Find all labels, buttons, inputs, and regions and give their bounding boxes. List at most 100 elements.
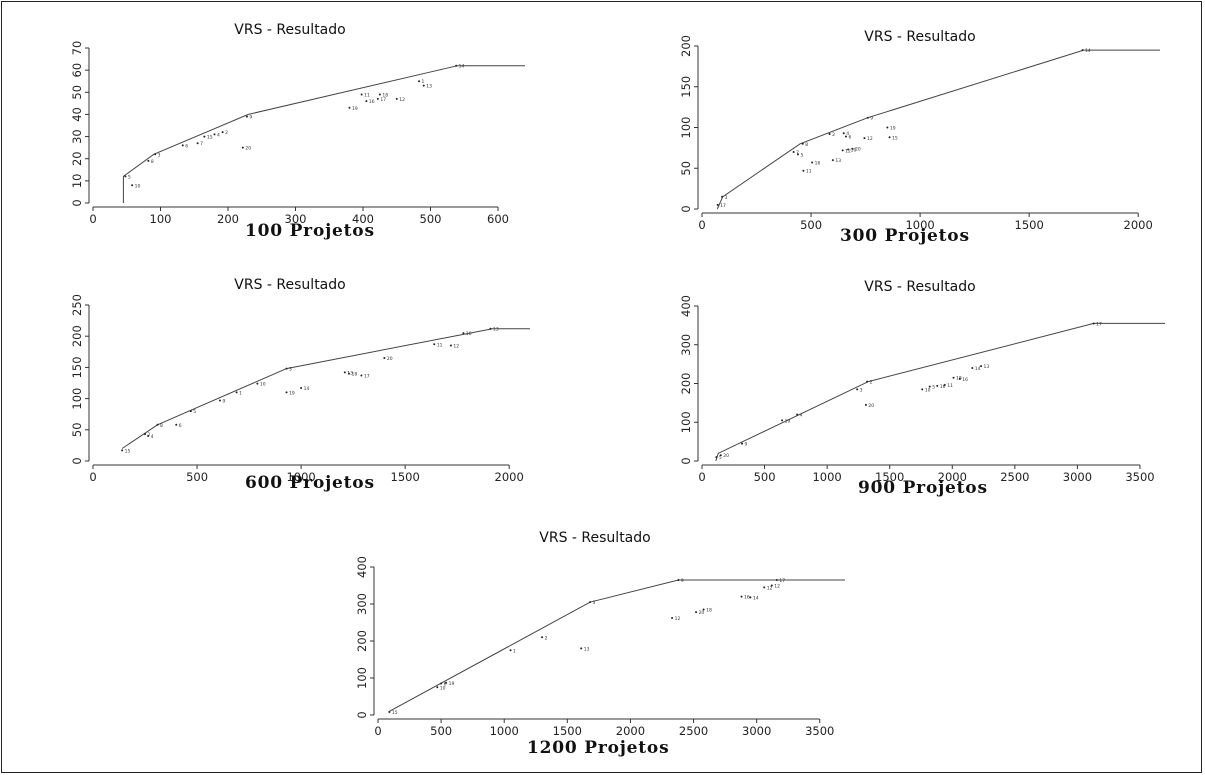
x-tick-label: 500	[430, 724, 452, 738]
data-point-label: 2	[832, 132, 835, 138]
data-point	[792, 150, 795, 153]
x-tick-label: 2000	[938, 470, 967, 484]
data-point-label: 3	[289, 367, 292, 373]
data-point	[921, 388, 924, 391]
y-tick-label: 70	[70, 41, 84, 56]
x-tick-label: 3500	[805, 724, 834, 738]
data-point-label: 12	[774, 584, 780, 590]
data-point-label: 13	[584, 646, 590, 652]
x-tick-label: 500	[800, 218, 822, 232]
caption-100-projetos: 100 Projetos	[245, 221, 375, 241]
data-point-label: 11	[437, 342, 443, 348]
data-point	[866, 380, 869, 383]
data-point	[802, 169, 805, 172]
data-point-label: 17	[1096, 321, 1102, 327]
data-point-label: 20	[699, 610, 705, 616]
data-point-label: 4	[217, 132, 220, 138]
data-point-label: 14	[753, 595, 759, 601]
data-point	[851, 147, 854, 150]
data-point	[928, 385, 931, 388]
y-tick-label: 400	[679, 295, 693, 317]
y-tick-label: 250	[70, 294, 84, 316]
data-point	[888, 136, 891, 139]
data-point	[716, 203, 719, 206]
data-point	[196, 142, 199, 145]
data-point-label: 8	[151, 159, 154, 165]
data-point	[847, 148, 850, 151]
data-point	[147, 159, 150, 162]
data-point	[124, 175, 127, 178]
data-point-label: 5	[193, 409, 196, 415]
data-point-label: 10	[440, 685, 446, 691]
data-point-label: 13	[835, 158, 841, 164]
y-tick-label: 20	[70, 151, 84, 166]
data-point-label: 9	[681, 578, 684, 584]
efficiency-frontier-line	[121, 328, 530, 449]
data-point	[449, 344, 452, 347]
data-point-label: 6	[848, 134, 851, 140]
data-point	[462, 332, 465, 335]
y-tick-label: 300	[679, 334, 693, 356]
data-point	[801, 142, 804, 145]
data-point-label: 19	[890, 126, 896, 132]
data-point	[203, 135, 206, 138]
data-point-label: 12	[767, 585, 773, 591]
data-point	[436, 686, 439, 689]
data-point-label: 8	[805, 142, 808, 148]
efficiency-frontier-line	[716, 49, 1160, 210]
x-tick-label: 0	[374, 724, 381, 738]
data-point-label: 16	[962, 377, 968, 383]
data-point	[213, 133, 216, 136]
data-point-label: 4	[151, 434, 154, 440]
x-tick-label: 0	[698, 470, 705, 484]
data-point	[856, 388, 859, 391]
data-point	[763, 586, 766, 589]
data-point	[811, 161, 814, 164]
chart-title: VRS - Resultado	[539, 530, 650, 546]
data-point	[936, 384, 939, 387]
y-tick-label: 300	[355, 593, 369, 615]
chart-600-projetos: VRS - Resultado 0 500 1000 1500 2000 0 50 100 150…	[70, 277, 530, 484]
data-point	[156, 423, 159, 426]
data-point	[695, 611, 698, 614]
caption-300-projetos: 300 Projetos	[840, 226, 970, 246]
x-tick-label: 300	[285, 212, 307, 226]
y-tick-label: 10	[70, 174, 84, 189]
data-point-label: 16	[940, 384, 946, 390]
data-point-label: 12	[675, 616, 681, 622]
data-point	[796, 413, 799, 416]
efficiency-frontier-line	[715, 322, 1165, 462]
x-tick-label: 1000	[905, 218, 934, 232]
data-point-label: 7	[796, 150, 799, 156]
x-tick-label: 400	[352, 212, 374, 226]
data-point-label: 8	[160, 423, 163, 429]
data-point-label: 14	[975, 366, 981, 372]
y-tick-label: 200	[679, 35, 693, 57]
x-tick-label: 3500	[1125, 470, 1154, 484]
y-tick-label: 50	[679, 161, 693, 176]
y-tick-label: 0	[70, 457, 84, 464]
data-point	[741, 442, 744, 445]
data-point-label: 20	[245, 146, 251, 152]
x-tick-label: 1500	[1015, 218, 1044, 232]
data-point	[1081, 49, 1084, 52]
y-tick-label: 60	[70, 63, 84, 78]
data-point	[770, 584, 773, 587]
y-tick-label: 200	[70, 325, 84, 347]
data-point-label: 19	[449, 681, 455, 687]
data-point-label: 14	[1085, 48, 1091, 54]
data-point	[245, 115, 248, 118]
x-tick-label: 1500	[553, 724, 582, 738]
data-point	[702, 608, 705, 611]
data-point-label: 16	[466, 331, 472, 337]
data-point-label: 11	[947, 383, 953, 389]
data-point-label: 9	[745, 442, 748, 448]
data-point-label: 3	[725, 195, 728, 201]
data-point-label: 5	[800, 152, 803, 158]
data-point	[347, 372, 350, 375]
data-point-label: 10	[925, 387, 931, 393]
data-point	[715, 456, 718, 459]
x-tick-label: 0	[89, 212, 96, 226]
